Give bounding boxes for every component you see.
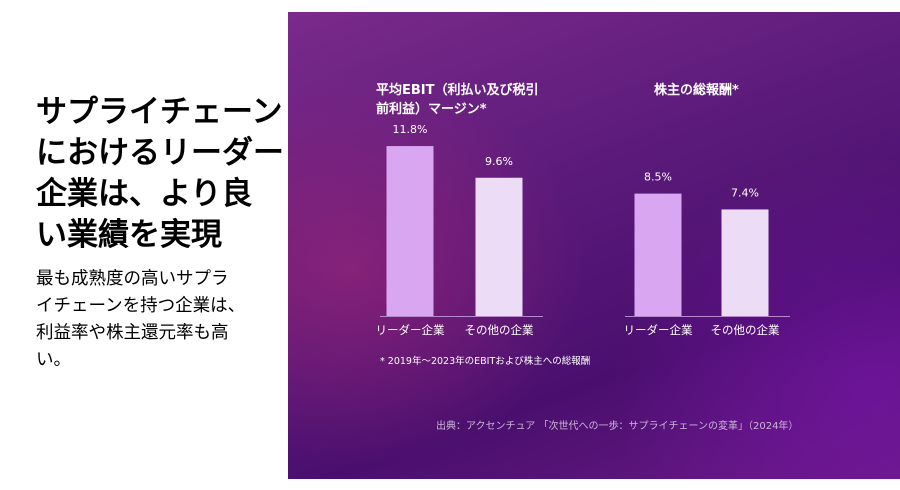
chart-ebit-title-line: 平均EBIT（利払い及び税引: [376, 82, 539, 98]
body-line: い。: [36, 350, 71, 370]
bar-tsr-other: [721, 209, 769, 316]
bar-ebit-other: [475, 177, 523, 316]
headline-line: い業績を実現: [36, 217, 222, 253]
headline-line: におけるリーダー: [36, 135, 284, 171]
chart-tsr-title: 株主の総報酬*: [654, 82, 739, 98]
headline-line: サプライチェーン: [36, 94, 283, 130]
value-label-tsr: 8.5%: [644, 171, 672, 184]
charts-svg: 平均EBIT（利払い及び税引 前利益）マージン* 株主の総報酬* 11.8% リー…: [376, 82, 799, 432]
bar-tsr-leader: [634, 193, 682, 316]
value-label-ebit: 11.8%: [393, 123, 428, 136]
chart-marks: 11.8% リーダー企業 9.6% その他の企業 8.5% リーダー企業 7.4% その他の企…: [376, 123, 790, 337]
source-note: 出典：アクセンチュア 「次世代への一歩：サプライチェーンの変革」（2024年）: [436, 419, 798, 432]
value-label-ebit: 9.6%: [485, 155, 513, 168]
bar-ebit-leader: [386, 146, 434, 316]
category-label-tsr: リーダー企業: [624, 323, 693, 337]
body-line: 利益率や株主還元率も高: [36, 323, 229, 343]
body-line: イチェーンを持つ企業は、: [36, 296, 246, 316]
chart-panel: 平均EBIT（利払い及び税引 前利益）マージン* 株主の総報酬* 11.8% リー…: [288, 12, 900, 479]
body-text: 最も成熟度の高いサプラ イチェーンを持つ企業は、 利益率や株主還元率も高 い。: [36, 266, 286, 374]
footnote: * 2019年～2023年のEBITおよび株主への総報酬: [380, 355, 590, 367]
category-label-tsr: その他の企業: [711, 323, 780, 337]
category-label-ebit: リーダー企業: [376, 323, 445, 337]
headline: サプライチェーン におけるリーダー 企業は、より良 い業績を実現: [36, 92, 286, 256]
value-label-tsr: 7.4%: [731, 186, 759, 199]
headline-line: 企業は、より良: [36, 176, 253, 212]
body-line: 最も成熟度の高いサプラ: [36, 269, 229, 289]
chart-ebit-title-line: 前利益）マージン*: [376, 101, 487, 117]
category-label-ebit: その他の企業: [465, 323, 534, 337]
